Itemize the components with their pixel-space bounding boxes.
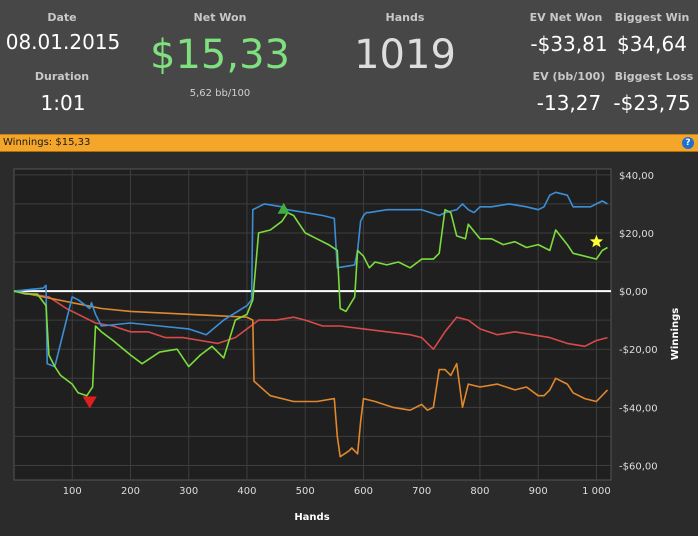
- y-axis-label: Winnings: [670, 308, 681, 360]
- ev-bb-label: EV (bb/100): [532, 70, 606, 83]
- x-tick-label: 400: [237, 486, 256, 497]
- hands-label: Hands: [385, 11, 425, 24]
- session-end-star-marker: [589, 234, 604, 248]
- duration-value: 1:01: [40, 91, 86, 115]
- series-line-1: [13, 208, 608, 397]
- x-tick-label: 200: [121, 486, 140, 497]
- x-tick-label: 700: [412, 486, 431, 497]
- y-tick-label: -$60,00: [619, 461, 658, 472]
- y-tick-label: $0,00: [619, 287, 648, 298]
- y-tick-label: -$40,00: [619, 403, 658, 414]
- bb-per-100-value: 5,62 bb/100: [189, 88, 251, 99]
- biggest-loss-marker: [82, 396, 97, 409]
- winnings-chart: 100 200 300 400 500 600 700 800 900 1 000 $40,00 $…: [0, 152, 698, 532]
- x-tick-label: 1 000: [582, 486, 611, 497]
- biggest-win-value: $34,64: [617, 32, 687, 56]
- ev-bb-value: -13,27: [536, 91, 602, 115]
- biggest-loss-label: Biggest Loss: [614, 70, 694, 83]
- session-summary-panel: Date 08.01.2015 Duration 1:01 Net Won $1…: [0, 0, 698, 134]
- series-line-0: [13, 191, 608, 368]
- x-tick-label: 800: [470, 486, 489, 497]
- y-tick-label: -$20,00: [619, 345, 658, 356]
- biggest-win-marker: [277, 202, 290, 214]
- x-tick-label: 500: [296, 486, 315, 497]
- date-label: Date: [47, 11, 77, 24]
- x-tick-label: 100: [63, 486, 82, 497]
- ev-net-won-value: -$33,81: [530, 32, 608, 56]
- date-value: 08.01.2015: [5, 30, 121, 54]
- ev-net-won-label: EV Net Won: [529, 11, 603, 24]
- x-tick-label: 300: [179, 486, 198, 497]
- biggest-loss-value: -$23,75: [613, 91, 691, 115]
- y-tick-label: $40,00: [619, 171, 654, 182]
- graph-title: Winnings: $15,33: [3, 137, 91, 148]
- net-won-label: Net Won: [193, 11, 247, 24]
- x-axis-label: Hands: [294, 512, 329, 523]
- graph-title-bar: Winnings: $15,33 ?: [0, 134, 698, 152]
- winnings-chart-svg: 100 200 300 400 500 600 700 800 900 1 000 $40,00 $…: [0, 152, 698, 532]
- duration-label: Duration: [34, 70, 90, 83]
- series-line-3: [13, 290, 609, 458]
- y-tick-label: $20,00: [619, 229, 654, 240]
- x-tick-label: 900: [529, 486, 548, 497]
- hands-value: 1019: [354, 32, 456, 78]
- help-icon[interactable]: ?: [682, 137, 694, 149]
- series-line-2: [13, 290, 608, 350]
- x-tick-label: 600: [354, 486, 373, 497]
- net-won-value: $15,33: [150, 32, 290, 78]
- biggest-win-label: Biggest Win: [614, 11, 690, 24]
